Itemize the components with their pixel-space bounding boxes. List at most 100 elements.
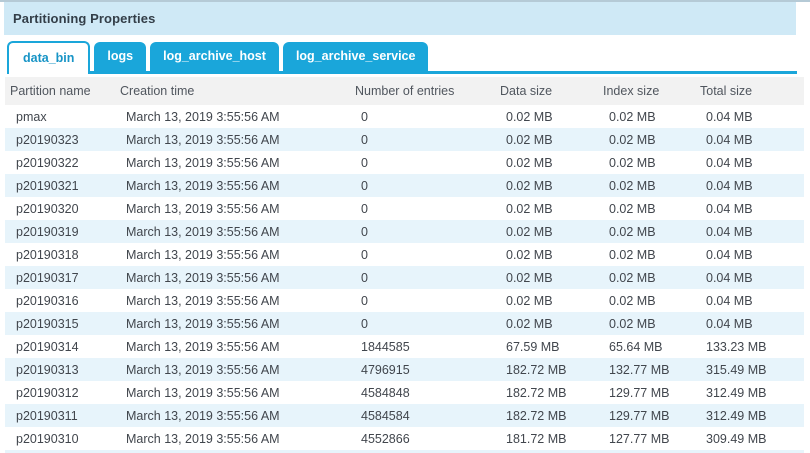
tab-log-archive-service[interactable]: log_archive_service (282, 42, 429, 71)
cell-creation-time: March 13, 2019 3:55:56 AM (126, 408, 280, 423)
cell-partition-name: p20190323 (16, 132, 79, 147)
table-row: p20190321 March 13, 2019 3:55:56 AM 0 0.02 … (5, 174, 804, 197)
cell-data-size: 181.72 MB (506, 431, 567, 446)
cell-index-size: 129.77 MB (609, 408, 670, 423)
cell-index-size: 127.77 MB (609, 431, 670, 446)
cell-creation-time: March 13, 2019 3:55:56 AM (126, 109, 280, 124)
cell-index-size: 0.02 MB (609, 178, 656, 193)
cell-total-size: 309.49 MB (706, 431, 767, 446)
cell-data-size: 0.02 MB (506, 201, 553, 216)
table-row: p20190316 March 13, 2019 3:55:56 AM 0 0.02 … (5, 289, 804, 312)
cell-number-of-entries: 4584584 (361, 408, 410, 423)
cell-partition-name: p20190320 (16, 201, 79, 216)
cell-data-size: 182.72 MB (506, 408, 567, 423)
column-header-creation-time: Creation time (115, 77, 350, 105)
cell-partition-name: p20190313 (16, 362, 79, 377)
table-row: pmax March 13, 2019 3:55:56 AM 0 0.02 MB 0.0… (5, 105, 804, 128)
cell-number-of-entries: 0 (361, 270, 368, 285)
partitions-table: Partition name Creation time Number of e… (5, 77, 804, 450)
cell-creation-time: March 13, 2019 3:55:56 AM (126, 247, 280, 262)
cell-index-size: 0.02 MB (609, 224, 656, 239)
cell-data-size: 0.02 MB (506, 247, 553, 262)
table-row: p20190317 March 13, 2019 3:55:56 AM 0 0.02 … (5, 266, 804, 289)
next-row-sliver (5, 450, 804, 453)
cell-partition-name: p20190314 (16, 339, 79, 354)
cell-data-size: 182.72 MB (506, 385, 567, 400)
column-header-number-of-entries: Number of entries (350, 77, 495, 105)
column-header-total-size: Total size (695, 77, 804, 105)
table-body: pmax March 13, 2019 3:55:56 AM 0 0.02 MB 0.0… (5, 105, 804, 450)
cell-partition-name: p20190318 (16, 247, 79, 262)
panel-header: Partitioning Properties (4, 2, 796, 35)
table-header-row: Partition name Creation time Number of e… (5, 77, 804, 105)
cell-number-of-entries: 0 (361, 224, 368, 239)
cell-total-size: 0.04 MB (706, 201, 753, 216)
cell-index-size: 0.02 MB (609, 247, 656, 262)
cell-partition-name: p20190315 (16, 316, 79, 331)
table-row: p20190311 March 13, 2019 3:55:56 AM 458458… (5, 404, 804, 427)
cell-number-of-entries: 0 (361, 155, 368, 170)
cell-creation-time: March 13, 2019 3:55:56 AM (126, 385, 280, 400)
table-row: p20190312 March 13, 2019 3:55:56 AM 458484… (5, 381, 804, 404)
cell-data-size: 182.72 MB (506, 362, 567, 377)
table-row: p20190322 March 13, 2019 3:55:56 AM 0 0.02 … (5, 151, 804, 174)
cell-creation-time: March 13, 2019 3:55:56 AM (126, 362, 280, 377)
table-row: p20190320 March 13, 2019 3:55:56 AM 0 0.02 … (5, 197, 804, 220)
cell-number-of-entries: 1844585 (361, 339, 410, 354)
cell-data-size: 0.02 MB (506, 270, 553, 285)
cell-data-size: 0.02 MB (506, 224, 553, 239)
cell-total-size: 0.04 MB (706, 132, 753, 147)
cell-creation-time: March 13, 2019 3:55:56 AM (126, 201, 280, 216)
cell-partition-name: p20190317 (16, 270, 79, 285)
cell-data-size: 0.02 MB (506, 109, 553, 124)
column-header-partition-name: Partition name (5, 77, 115, 105)
table-row: p20190310 March 13, 2019 3:55:56 AM 455286… (5, 427, 804, 450)
tab-data-bin[interactable]: data_bin (7, 41, 91, 74)
cell-total-size: 0.04 MB (706, 109, 753, 124)
tab-logs[interactable]: logs (94, 42, 147, 71)
cell-total-size: 0.04 MB (706, 155, 753, 170)
table-row: p20190323 March 13, 2019 3:55:56 AM 0 0.02 … (5, 128, 804, 151)
cell-data-size: 0.02 MB (506, 155, 553, 170)
cell-number-of-entries: 0 (361, 316, 368, 331)
table-row: p20190319 March 13, 2019 3:55:56 AM 0 0.02 … (5, 220, 804, 243)
cell-partition-name: p20190321 (16, 178, 79, 193)
cell-index-size: 0.02 MB (609, 293, 656, 308)
cell-number-of-entries: 0 (361, 201, 368, 216)
panel-title: Partitioning Properties (13, 11, 156, 26)
cell-partition-name: pmax (16, 109, 47, 124)
cell-index-size: 0.02 MB (609, 201, 656, 216)
table-row: p20190314 March 13, 2019 3:55:56 AM 184458… (5, 335, 804, 358)
cell-data-size: 0.02 MB (506, 293, 553, 308)
cell-data-size: 0.02 MB (506, 132, 553, 147)
cell-total-size: 0.04 MB (706, 178, 753, 193)
cell-data-size: 0.02 MB (506, 316, 553, 331)
cell-partition-name: p20190316 (16, 293, 79, 308)
cell-total-size: 315.49 MB (706, 362, 767, 377)
top-border-line (0, 0, 810, 2)
cell-creation-time: March 13, 2019 3:55:56 AM (126, 293, 280, 308)
cell-creation-time: March 13, 2019 3:55:56 AM (126, 316, 280, 331)
table-row: p20190315 March 13, 2019 3:55:56 AM 0 0.02 … (5, 312, 804, 335)
cell-number-of-entries: 0 (361, 247, 368, 262)
cell-creation-time: March 13, 2019 3:55:56 AM (126, 178, 280, 193)
cell-creation-time: March 13, 2019 3:55:56 AM (126, 132, 280, 147)
cell-total-size: 312.49 MB (706, 408, 767, 423)
cell-partition-name: p20190322 (16, 155, 79, 170)
cell-data-size: 0.02 MB (506, 178, 553, 193)
tab-bar: data_bin logs log_archive_host log_archi… (7, 40, 797, 74)
cell-index-size: 0.02 MB (609, 109, 656, 124)
cell-total-size: 0.04 MB (706, 293, 753, 308)
table-row: p20190313 March 13, 2019 3:55:56 AM 479691… (5, 358, 804, 381)
cell-total-size: 312.49 MB (706, 385, 767, 400)
cell-creation-time: March 13, 2019 3:55:56 AM (126, 224, 280, 239)
cell-creation-time: March 13, 2019 3:55:56 AM (126, 270, 280, 285)
cell-index-size: 0.02 MB (609, 155, 656, 170)
cell-number-of-entries: 0 (361, 293, 368, 308)
cell-partition-name: p20190319 (16, 224, 79, 239)
tab-log-archive-host[interactable]: log_archive_host (150, 42, 279, 71)
cell-creation-time: March 13, 2019 3:55:56 AM (126, 155, 280, 170)
cell-total-size: 0.04 MB (706, 224, 753, 239)
cell-total-size: 0.04 MB (706, 316, 753, 331)
column-header-index-size: Index size (598, 77, 695, 105)
